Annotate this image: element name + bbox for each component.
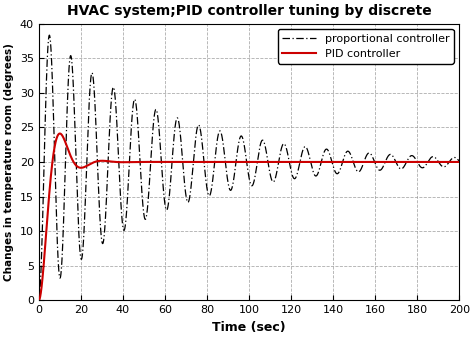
PID controller [241, 160, 247, 164]
PID controller [36, 298, 42, 303]
Line: PID controller: PID controller [39, 134, 459, 300]
proportional controller [118, 206, 124, 210]
Y-axis label: Changes in temperature room (degrees): Changes in temperature room (degrees) [4, 43, 14, 281]
PID controller [57, 131, 63, 136]
Legend: proportional controller, PID controller: proportional controller, PID controller [278, 29, 454, 64]
PID controller [61, 137, 67, 141]
PID controller [38, 292, 44, 296]
X-axis label: Time (sec): Time (sec) [212, 321, 286, 334]
PID controller [118, 160, 124, 164]
proportional controller [61, 210, 67, 214]
PID controller [456, 160, 462, 164]
PID controller [53, 138, 59, 142]
Line: proportional controller: proportional controller [39, 35, 459, 300]
Title: HVAC system;PID controller tuning by discrete: HVAC system;PID controller tuning by dis… [67, 4, 431, 18]
proportional controller [46, 33, 52, 37]
proportional controller [38, 277, 44, 282]
PID controller [434, 160, 440, 164]
proportional controller [53, 207, 59, 211]
proportional controller [456, 159, 462, 163]
proportional controller [434, 158, 440, 162]
proportional controller [36, 298, 42, 303]
proportional controller [241, 144, 247, 148]
